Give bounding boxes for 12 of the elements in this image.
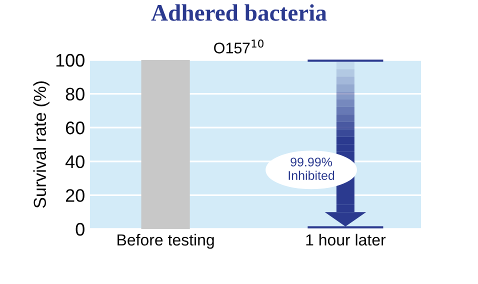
y-tick-label: 80 — [66, 88, 84, 101]
y-tick-label: 60 — [66, 122, 84, 134]
chart-title: Adhered bacteria — [151, 4, 327, 21]
chart-subtitle: O157$^{10}$ — [214, 40, 264, 54]
x-tick-label: 1 hour later — [306, 234, 386, 246]
annotation: 99.99% Inhibited — [288, 158, 334, 180]
y-axis-title: Survival rate (%) — [33, 81, 50, 208]
y-tick-label: 0 — [76, 222, 84, 236]
x-tick-label: Before testing — [118, 234, 214, 249]
y-tick-label: 100 — [56, 54, 84, 67]
y-tick-label: 40 — [65, 155, 84, 168]
y-tick-label: 20 — [66, 189, 84, 202]
